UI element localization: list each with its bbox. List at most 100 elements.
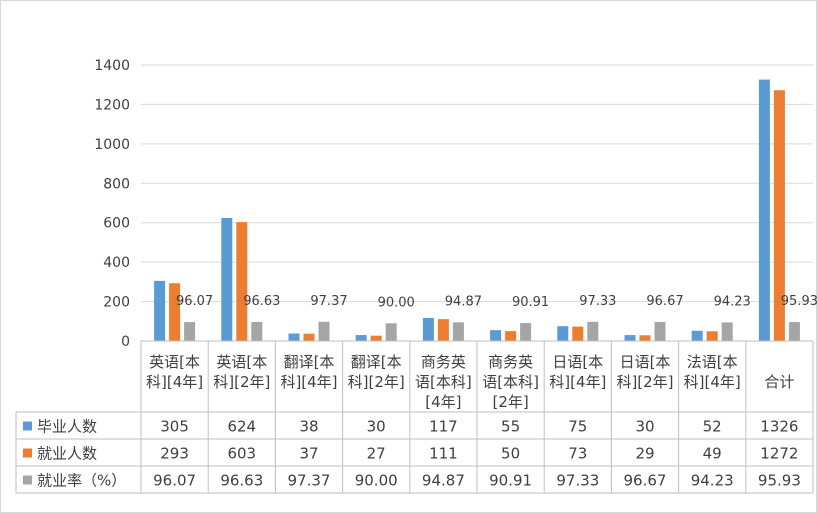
bar [288, 333, 300, 341]
bar [639, 335, 651, 341]
category-label: 科][4年] [549, 373, 606, 391]
bar [505, 331, 517, 341]
category-label: 科][4年] [684, 373, 741, 391]
table-cell: 52 [703, 418, 722, 436]
series-name: 就业率（%） [37, 472, 126, 490]
y-tick-label: 1400 [94, 58, 130, 74]
table-cell: 111 [429, 445, 458, 463]
bar [154, 280, 166, 341]
category-label: 科][2年] [213, 373, 270, 391]
series-name: 就业人数 [37, 445, 97, 463]
bar [773, 90, 785, 341]
table-cell: 293 [160, 445, 189, 463]
bar [251, 321, 263, 341]
bar [422, 317, 434, 341]
category-label: 翻译[本 [284, 353, 335, 371]
y-tick-label: 400 [103, 255, 130, 271]
data-label: 96.63 [243, 294, 280, 309]
bar [706, 331, 718, 341]
data-label: 96.67 [646, 294, 683, 309]
category-label: 日语[本 [552, 353, 603, 371]
category-label: 翻译[本 [351, 353, 402, 371]
table-cell: 97.33 [556, 472, 599, 490]
bar [303, 333, 315, 341]
table-cell: 73 [568, 445, 587, 463]
table-cell: 55 [501, 418, 520, 436]
category-label: 法语[本 [687, 353, 738, 371]
data-label: 90.91 [512, 295, 549, 310]
category-label: 英语[本 [149, 353, 200, 371]
bar [452, 322, 464, 341]
table-cell: 97.37 [288, 472, 331, 490]
legend-key [23, 448, 32, 458]
category-label: [4年] [425, 393, 461, 411]
bar [318, 321, 330, 341]
y-tick-label: 800 [103, 176, 130, 192]
table-cell: 90.00 [355, 472, 398, 490]
table-cell: 96.07 [153, 472, 196, 490]
bar [385, 323, 397, 341]
data-label: 94.23 [714, 294, 751, 309]
bar [490, 330, 502, 341]
bar [221, 217, 233, 341]
category-label: 科][4年] [146, 373, 203, 391]
table-cell: 1272 [760, 445, 798, 463]
table-cell: 30 [367, 418, 386, 436]
bar [520, 323, 532, 341]
table-cell: 50 [501, 445, 520, 463]
table-cell: 94.87 [422, 472, 465, 490]
bar [236, 222, 248, 341]
data-label: 95.93 [781, 294, 817, 309]
table-cell: 49 [703, 445, 722, 463]
bar [654, 321, 666, 341]
category-label: [2年] [492, 393, 528, 411]
bar [370, 335, 382, 341]
category-label: 科][2年] [348, 373, 405, 391]
table-cell: 624 [227, 418, 256, 436]
data-label: 90.00 [378, 295, 415, 310]
bar [758, 79, 770, 342]
bar [721, 322, 733, 341]
legend-key [23, 475, 32, 485]
data-label: 94.87 [445, 294, 482, 309]
bar [184, 322, 196, 341]
bar [788, 322, 800, 341]
category-label: 商务英 [488, 353, 533, 371]
table-cell: 27 [367, 445, 386, 463]
table-cell: 96.63 [220, 472, 263, 490]
table-cell: 75 [568, 418, 587, 436]
table-cell: 603 [227, 445, 256, 463]
table-cell: 30 [635, 418, 654, 436]
bar [572, 326, 584, 341]
table-cell: 1326 [760, 418, 798, 436]
category-label: 商务英 [421, 353, 466, 371]
table-cell: 94.23 [691, 472, 734, 490]
table-cell: 305 [160, 418, 189, 436]
table-cell: 29 [635, 445, 654, 463]
category-label: 英语[本 [216, 353, 267, 371]
bar [691, 330, 703, 341]
table-cell: 37 [299, 445, 318, 463]
bar [355, 335, 367, 341]
bar [557, 326, 569, 341]
category-label: 合计 [764, 373, 794, 391]
y-tick-label: 1200 [94, 97, 130, 113]
table-cell: 38 [299, 418, 318, 436]
bar [169, 283, 181, 341]
y-tick-label: 200 [103, 295, 130, 311]
bar [587, 321, 599, 341]
category-label: 语[本科] [482, 373, 539, 391]
y-tick-label: 600 [103, 216, 130, 232]
category-label: 日语[本 [620, 353, 671, 371]
table-cell: 90.91 [489, 472, 532, 490]
category-label: 科][2年] [616, 373, 673, 391]
series-name: 毕业人数 [37, 418, 97, 436]
legend-key [23, 421, 32, 431]
y-tick-label: 0 [121, 334, 130, 350]
bar [437, 319, 449, 341]
bar [624, 335, 636, 341]
category-label: 科][4年] [280, 373, 337, 391]
table-cell: 96.67 [624, 472, 667, 490]
